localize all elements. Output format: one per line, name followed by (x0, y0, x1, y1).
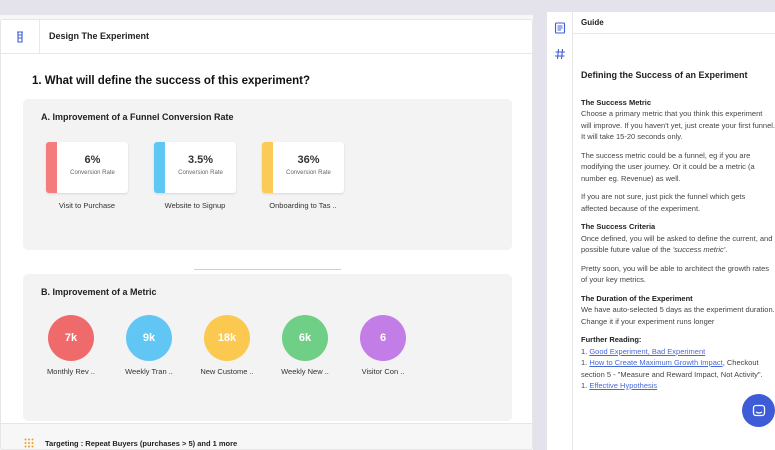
metric-label: Monthly Rev .. (47, 367, 95, 376)
guide-heading: Defining the Success of an Experiment (581, 70, 748, 80)
grid-dots-icon (24, 438, 34, 448)
guide-link[interactable]: Good Experiment, Bad Experiment (589, 346, 706, 356)
funnel-card[interactable]: 6% Conversion Rate (46, 142, 128, 193)
metric-circle[interactable]: 18k (204, 315, 250, 361)
further-reading-line: 1. Effective Hypothesis (581, 380, 775, 392)
guide-header: Guide (573, 12, 775, 34)
further-reading-line: 1. Good Experiment, Bad Experiment (581, 346, 775, 358)
link-prefix: 1. (581, 358, 590, 367)
document-icon[interactable] (554, 22, 566, 34)
funnel-sub-label: Conversion Rate (70, 170, 115, 176)
link-prefix: 1. (581, 381, 590, 390)
guide-subheading: The Duration of the Experiment (581, 293, 693, 303)
card-header: Design The Experiment (1, 20, 532, 54)
funnel-card[interactable]: 3.5% Conversion Rate (154, 142, 236, 193)
guide-paragraph: The success metric could be a funnel, eg… (581, 150, 755, 183)
question-title: 1. What will define the success of this … (32, 75, 310, 87)
guide-paragraph: We have auto-selected 5 days as the expe… (581, 305, 775, 326)
funnel-color-stripe (262, 142, 273, 193)
guide-paragraph: If you are not sure, just pick the funne… (581, 192, 746, 213)
guide-tab-strip (547, 12, 573, 450)
funnel-section: A. Improvement of a Funnel Conversion Ra… (23, 99, 512, 250)
funnel-sub-label: Conversion Rate (286, 170, 331, 176)
funnel-option[interactable]: 36% Conversion Rate Onboarding to Tas .. (262, 142, 344, 210)
funnel-label: Website to Signup (164, 201, 226, 210)
guide-link[interactable]: Effective Hypothesis (589, 381, 658, 390)
funnel-card[interactable]: 36% Conversion Rate (262, 142, 344, 193)
targeting-bar[interactable]: Targeting : Repeat Buyers (purchases > 5… (1, 423, 532, 449)
metric-label: New Custome .. (200, 367, 254, 376)
link-suffix: , Checkout (722, 358, 759, 367)
guide-text: Once defined, you will be asked to defin… (581, 233, 773, 255)
link-suffix: section 5 - "Measure and Reward Impact, … (581, 369, 763, 379)
guide-paragraph: Pretty soon, you will be able to archite… (581, 263, 770, 285)
chat-icon (752, 404, 765, 416)
guide-link[interactable]: How to Create Maximum Growth Impact (589, 358, 723, 367)
funnel-option[interactable]: 6% Conversion Rate Visit to Purchase (46, 142, 128, 210)
metric-circle[interactable]: 9k (126, 315, 172, 361)
funnel-label: Visit to Purchase (58, 201, 116, 210)
guide-paragraph: Choose a primary metric that you think t… (581, 109, 775, 141)
metric-circle[interactable]: 7k (48, 315, 94, 361)
header-icon-box[interactable] (1, 20, 40, 54)
funnel-color-stripe (154, 142, 165, 193)
funnel-value: 36% (297, 154, 320, 166)
guide-subheading: Further Reading: (581, 335, 642, 344)
page-title: Design The Experiment (49, 31, 150, 41)
funnel-option[interactable]: 3.5% Conversion Rate Website to Signup (154, 142, 236, 210)
metric-label: Visitor Con .. (361, 367, 405, 376)
hash-icon[interactable] (554, 48, 566, 60)
funnel-section-title: A. Improvement of a Funnel Conversion Ra… (41, 112, 234, 122)
funnel-color-stripe (46, 142, 57, 193)
targeting-text: Targeting : Repeat Buyers (purchases > 5… (45, 439, 238, 448)
metric-label: Weekly New .. (281, 367, 329, 376)
metric-circle[interactable]: 6 (360, 315, 406, 361)
funnel-value: 3.5% (187, 154, 214, 166)
guide-emphasis: 'success metric' (672, 245, 726, 254)
guide-paragraph: Once defined, you will be asked to defin… (581, 233, 775, 256)
chat-launcher-button[interactable] (742, 394, 775, 427)
link-prefix: 1. (581, 346, 590, 356)
guide-subheading: The Success Metric (581, 97, 652, 107)
experiment-panel: Design The Experiment 1. What will defin… (0, 15, 533, 450)
design-experiment-card: Design The Experiment 1. What will defin… (0, 19, 533, 450)
flask-icon (17, 31, 23, 43)
guide-panel: Guide Defining the Success of an Experim… (573, 12, 775, 450)
funnel-value: 6% (84, 154, 101, 166)
further-reading-line: section 5 - "Measure and Reward Impact, … (581, 369, 775, 381)
funnel-label: Onboarding to Tas .. (269, 201, 337, 210)
guide-content: Defining the Success of an Experiment Th… (581, 70, 775, 392)
section-divider (194, 269, 341, 270)
further-reading-line: 1. How to Create Maximum Growth Impact, … (581, 357, 775, 369)
metric-circle[interactable]: 6k (282, 315, 328, 361)
metric-section-title: B. Improvement of a Metric (41, 287, 157, 297)
metric-section: B. Improvement of a Metric 7k Monthly Re… (23, 274, 512, 421)
guide-subheading: The Success Criteria (581, 222, 656, 231)
guide-title: Guide (581, 18, 604, 27)
funnel-sub-label: Conversion Rate (178, 170, 223, 176)
metric-label: Weekly Tran .. (125, 367, 173, 376)
guide-text: . (725, 245, 728, 254)
